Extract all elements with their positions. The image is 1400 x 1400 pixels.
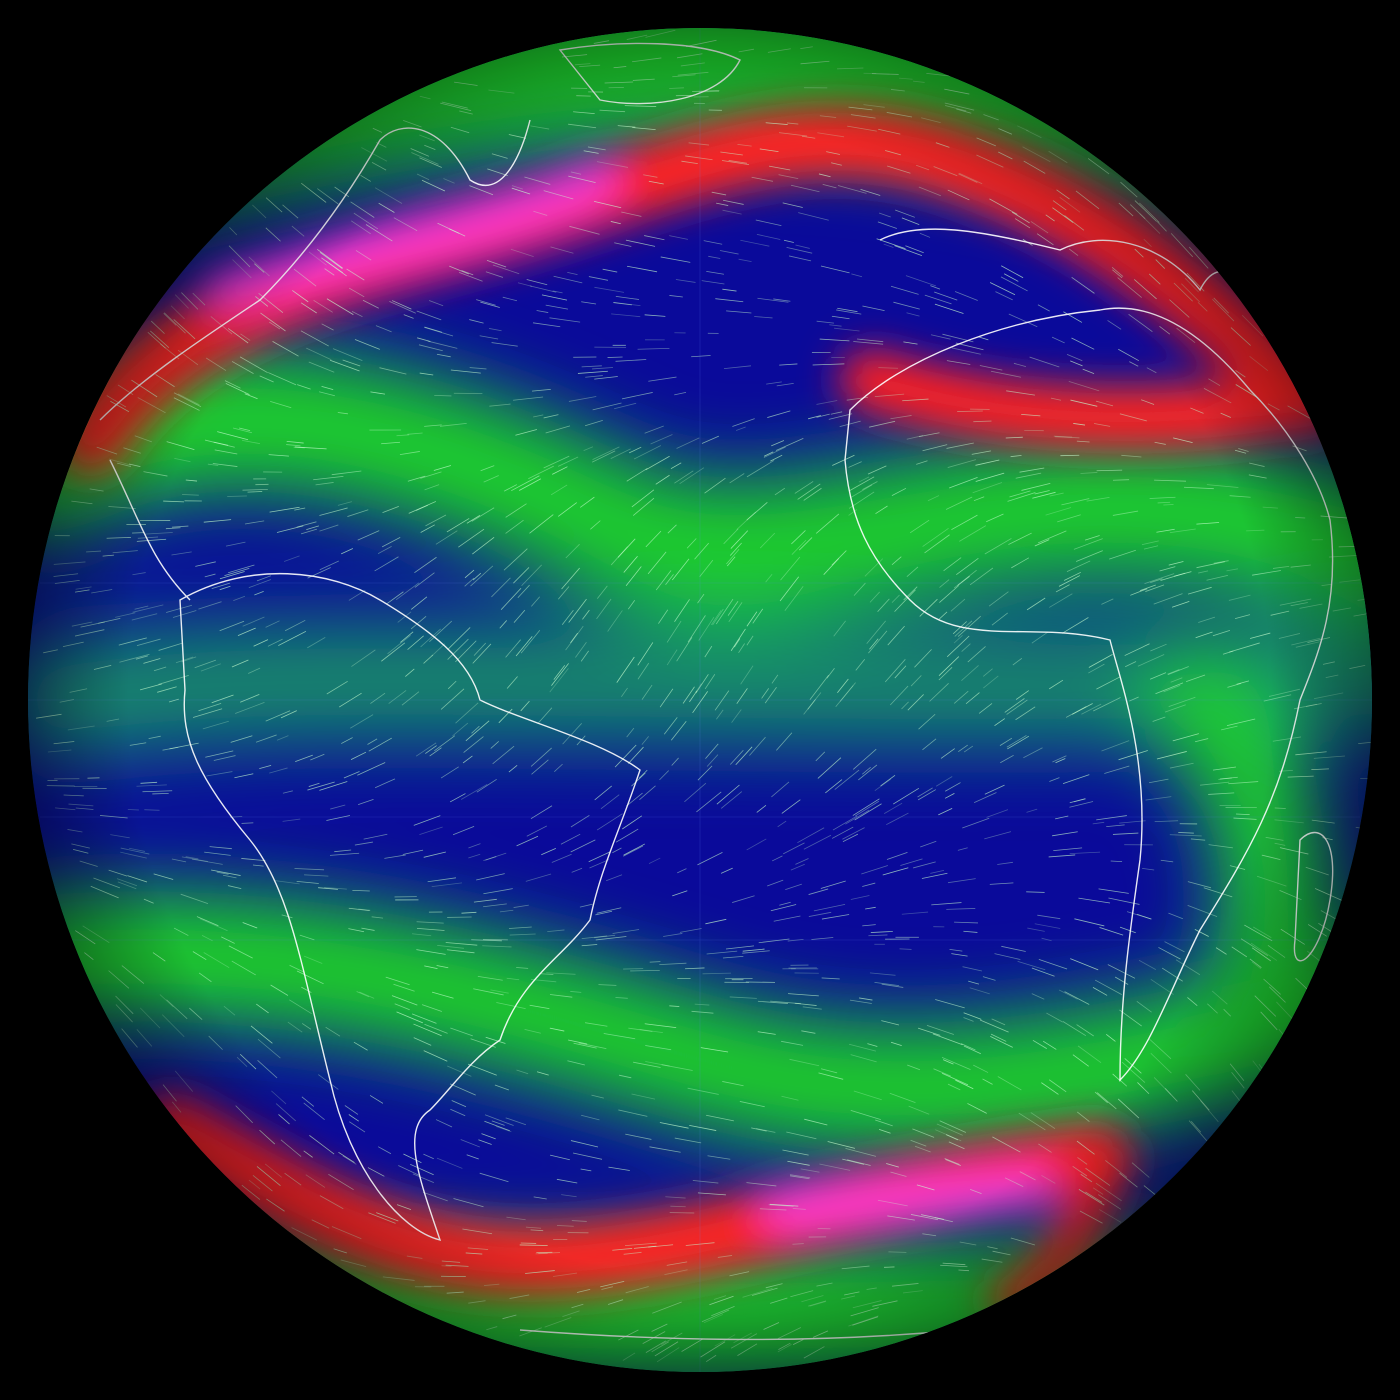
limb-shading <box>28 28 1372 1372</box>
